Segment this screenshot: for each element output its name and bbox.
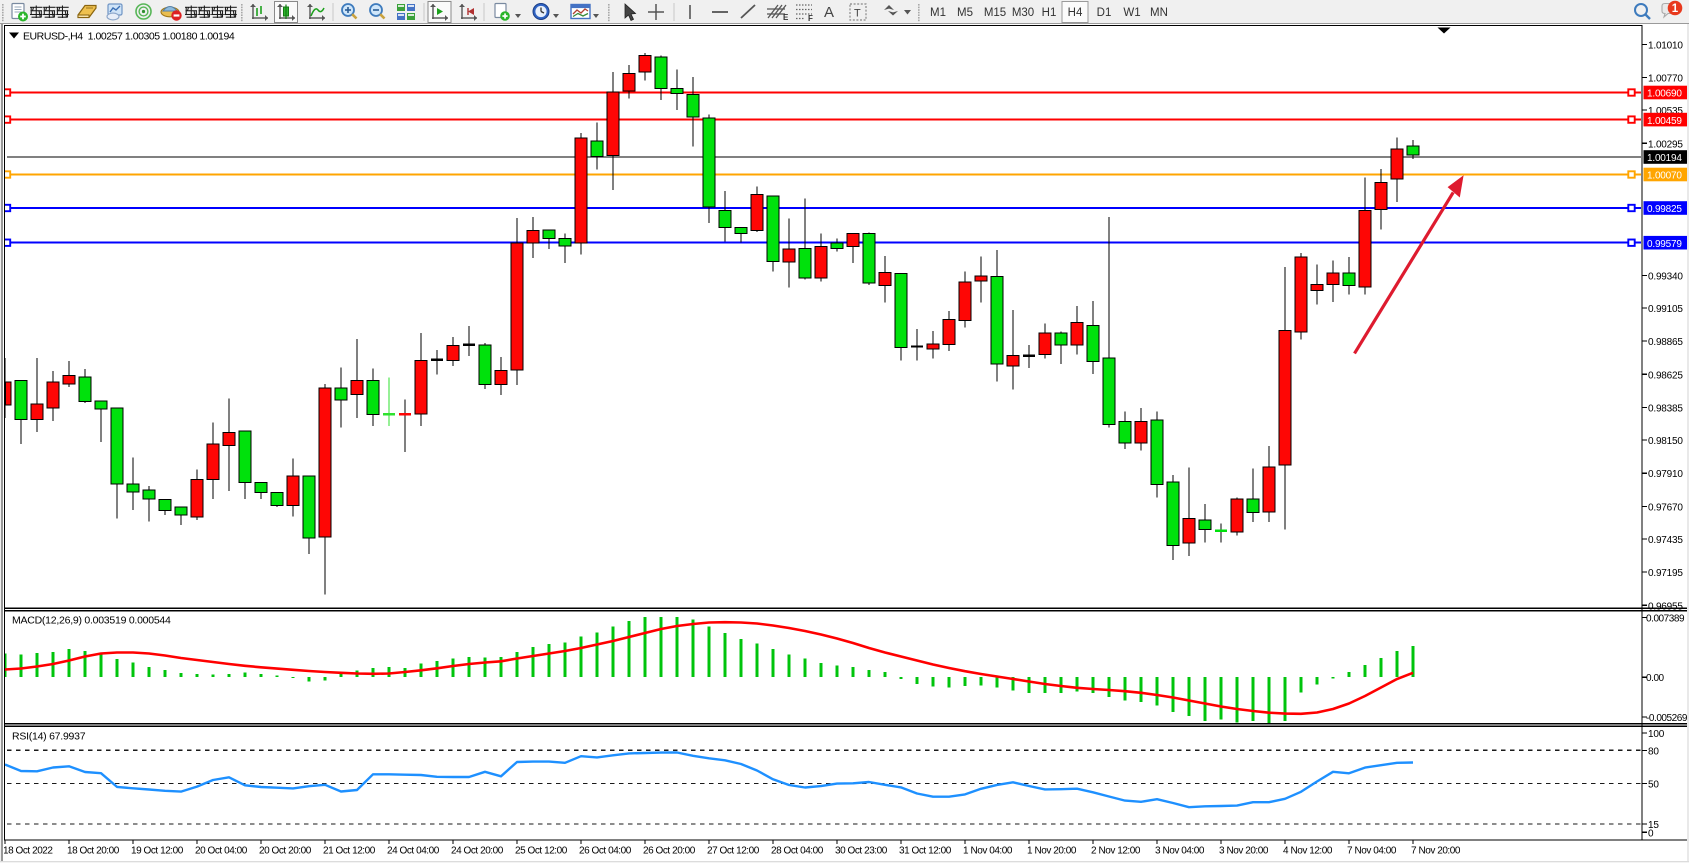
svg-text:0: 0: [1648, 828, 1654, 839]
svg-text:0.99579: 0.99579: [1647, 239, 1682, 250]
svg-text:0.99340: 0.99340: [1648, 271, 1683, 282]
svg-text:1 Nov 20:00: 1 Nov 20:00: [1027, 846, 1077, 857]
svg-text:4 Nov 12:00: 4 Nov 12:00: [1283, 846, 1333, 857]
svg-text:19 Oct 12:00: 19 Oct 12:00: [131, 846, 184, 857]
svg-text:0.97910: 0.97910: [1648, 469, 1683, 480]
svg-text:M5: M5: [957, 7, 973, 19]
svg-text:50: 50: [1648, 779, 1659, 790]
svg-text:0.99825: 0.99825: [1647, 204, 1682, 215]
svg-text:0.00: 0.00: [1646, 673, 1665, 684]
svg-text:0.97195: 0.97195: [1648, 568, 1683, 579]
svg-text:RSI(14) 67.9937: RSI(14) 67.9937: [12, 731, 86, 743]
svg-text:24 Oct 20:00: 24 Oct 20:00: [451, 846, 504, 857]
svg-text:1.01010: 1.01010: [1648, 40, 1683, 51]
svg-text:0.98625: 0.98625: [1648, 370, 1683, 381]
svg-text:31 Oct 12:00: 31 Oct 12:00: [899, 846, 952, 857]
svg-text:0.007389: 0.007389: [1646, 613, 1685, 624]
svg-text:W1: W1: [1123, 7, 1140, 19]
svg-text:E: E: [783, 13, 789, 22]
svg-text:3 Nov 20:00: 3 Nov 20:00: [1219, 846, 1269, 857]
svg-text:7 Nov 20:00: 7 Nov 20:00: [1411, 846, 1461, 857]
svg-text:0.98150: 0.98150: [1648, 436, 1683, 447]
svg-text:26 Oct 04:00: 26 Oct 04:00: [579, 846, 632, 857]
svg-text:0.97670: 0.97670: [1648, 502, 1683, 513]
svg-text:T: T: [854, 8, 861, 20]
svg-text:2 Nov 12:00: 2 Nov 12:00: [1091, 846, 1141, 857]
svg-text:A: A: [824, 4, 834, 21]
svg-text:1 Nov 04:00: 1 Nov 04:00: [963, 846, 1013, 857]
svg-text:EURUSD-,H4 1.00257 1.00305 1.: EURUSD-,H4 1.00257 1.00305 1.00180 1.001…: [23, 31, 235, 43]
svg-text:24 Oct 04:00: 24 Oct 04:00: [387, 846, 440, 857]
svg-text:3 Nov 04:00: 3 Nov 04:00: [1155, 846, 1205, 857]
svg-text:H1: H1: [1042, 7, 1057, 19]
svg-text:25 Oct 12:00: 25 Oct 12:00: [515, 846, 568, 857]
svg-text:M1: M1: [930, 7, 946, 19]
svg-text:0.97435: 0.97435: [1648, 535, 1683, 546]
svg-text:100: 100: [1648, 729, 1665, 740]
svg-text:M15: M15: [984, 7, 1006, 19]
svg-text:-0.005269: -0.005269: [1646, 713, 1688, 724]
svg-text:F: F: [808, 14, 813, 23]
svg-text:15: 15: [1648, 820, 1659, 831]
svg-text:7 Nov 04:00: 7 Nov 04:00: [1347, 846, 1397, 857]
svg-text:D1: D1: [1097, 7, 1112, 19]
svg-text:20 Oct 04:00: 20 Oct 04:00: [195, 846, 248, 857]
svg-text:1.00194: 1.00194: [1647, 153, 1682, 164]
svg-text:30 Oct 23:00: 30 Oct 23:00: [835, 846, 888, 857]
svg-text:1.00690: 1.00690: [1647, 89, 1682, 100]
svg-text:27 Oct 12:00: 27 Oct 12:00: [707, 846, 760, 857]
svg-text:0.99105: 0.99105: [1648, 304, 1683, 315]
svg-text:26 Oct 20:00: 26 Oct 20:00: [643, 846, 696, 857]
svg-text:1.00535: 1.00535: [1648, 106, 1683, 117]
svg-text:1.00459: 1.00459: [1647, 116, 1682, 127]
svg-text:18 Oct 2022: 18 Oct 2022: [3, 846, 53, 857]
svg-text:18 Oct 20:00: 18 Oct 20:00: [67, 846, 120, 857]
svg-text:0.98865: 0.98865: [1648, 337, 1683, 348]
svg-text:M30: M30: [1012, 7, 1034, 19]
svg-text:0.96955: 0.96955: [1648, 601, 1683, 612]
svg-text:1.00770: 1.00770: [1648, 74, 1683, 85]
svg-text:80: 80: [1648, 746, 1659, 757]
svg-text:21 Oct 12:00: 21 Oct 12:00: [323, 846, 376, 857]
svg-text:1.00070: 1.00070: [1647, 171, 1682, 182]
svg-text:28 Oct 04:00: 28 Oct 04:00: [771, 846, 824, 857]
svg-text:MACD(12,26,9) 0.003519 0.00054: MACD(12,26,9) 0.003519 0.000544: [12, 615, 171, 627]
svg-text:MN: MN: [1150, 7, 1168, 19]
svg-text:20 Oct 20:00: 20 Oct 20:00: [259, 846, 312, 857]
svg-text:1.00295: 1.00295: [1648, 139, 1683, 150]
svg-text:0.98385: 0.98385: [1648, 404, 1683, 415]
svg-text:H4: H4: [1068, 7, 1083, 19]
svg-text:1: 1: [1672, 3, 1679, 15]
